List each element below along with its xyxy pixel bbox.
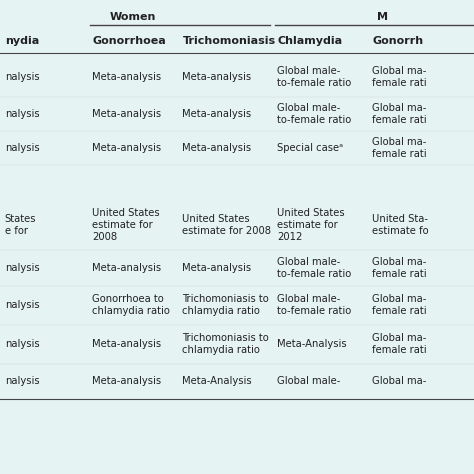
Text: Trichomoniasis: Trichomoniasis xyxy=(182,36,275,46)
Text: Meta-analysis: Meta-analysis xyxy=(92,263,162,273)
Text: Meta-analysis: Meta-analysis xyxy=(92,339,162,349)
Text: nalysis: nalysis xyxy=(5,263,39,273)
Text: nalysis: nalysis xyxy=(5,300,39,310)
Text: M: M xyxy=(377,11,388,22)
Text: Global ma-
female rati: Global ma- female rati xyxy=(372,66,427,88)
Text: Global male-
to-female ratio: Global male- to-female ratio xyxy=(277,103,352,125)
Text: Meta-Analysis: Meta-Analysis xyxy=(182,376,252,386)
Text: Trichomoniasis to
chlamydia ratio: Trichomoniasis to chlamydia ratio xyxy=(182,333,269,355)
Text: Global male-
to-female ratio: Global male- to-female ratio xyxy=(277,257,352,279)
Text: Meta-analysis: Meta-analysis xyxy=(182,263,252,273)
Text: Gonorrhoea to
chlamydia ratio: Gonorrhoea to chlamydia ratio xyxy=(92,294,170,316)
Text: States
e for: States e for xyxy=(5,214,36,237)
Text: United States
estimate for
2012: United States estimate for 2012 xyxy=(277,209,345,242)
Text: nalysis: nalysis xyxy=(5,339,39,349)
Text: Global ma-
female rati: Global ma- female rati xyxy=(372,103,427,125)
Text: Women: Women xyxy=(109,11,156,22)
Text: nalysis: nalysis xyxy=(5,72,39,82)
Text: Meta-analysis: Meta-analysis xyxy=(182,72,252,82)
Text: Meta-analysis: Meta-analysis xyxy=(92,143,162,153)
Text: Meta-analysis: Meta-analysis xyxy=(92,109,162,119)
Text: Meta-analysis: Meta-analysis xyxy=(92,72,162,82)
Text: Global ma-
female rati: Global ma- female rati xyxy=(372,294,427,316)
Text: Gonorrhoea: Gonorrhoea xyxy=(92,36,166,46)
Text: United States
estimate for
2008: United States estimate for 2008 xyxy=(92,209,160,242)
Text: Global male-
to-female ratio: Global male- to-female ratio xyxy=(277,66,352,88)
Text: Global male-: Global male- xyxy=(277,376,341,386)
Text: Meta-analysis: Meta-analysis xyxy=(92,376,162,386)
Text: Meta-analysis: Meta-analysis xyxy=(182,109,252,119)
Text: United Sta-
estimate fo: United Sta- estimate fo xyxy=(372,214,428,237)
Text: nalysis: nalysis xyxy=(5,143,39,153)
Text: nydia: nydia xyxy=(5,36,39,46)
Text: Trichomoniasis to
chlamydia ratio: Trichomoniasis to chlamydia ratio xyxy=(182,294,269,316)
Text: Special caseᵃ: Special caseᵃ xyxy=(277,143,344,153)
Text: nalysis: nalysis xyxy=(5,376,39,386)
Text: Chlamydia: Chlamydia xyxy=(277,36,342,46)
Text: Global ma-
female rati: Global ma- female rati xyxy=(372,137,427,159)
Text: Meta-analysis: Meta-analysis xyxy=(182,143,252,153)
Text: Global ma-
female rati: Global ma- female rati xyxy=(372,257,427,279)
Text: Meta-Analysis: Meta-Analysis xyxy=(277,339,347,349)
Text: Global ma-: Global ma- xyxy=(372,376,427,386)
Text: nalysis: nalysis xyxy=(5,109,39,119)
Text: Global male-
to-female ratio: Global male- to-female ratio xyxy=(277,294,352,316)
Text: United States
estimate for 2008: United States estimate for 2008 xyxy=(182,214,272,237)
Text: Gonorrh: Gonorrh xyxy=(372,36,423,46)
Text: Global ma-
female rati: Global ma- female rati xyxy=(372,333,427,355)
